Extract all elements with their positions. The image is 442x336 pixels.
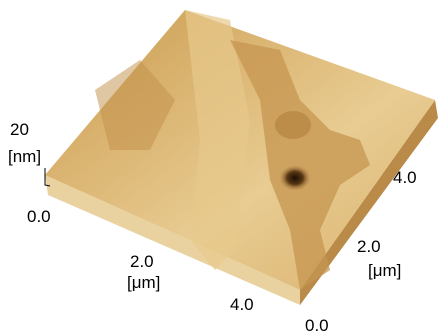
z-axis-unit: [nm] [8, 147, 41, 166]
x-tick-label: 0.0 [27, 207, 51, 226]
x-tick-label: 2.0 [130, 252, 154, 271]
y-tick-label: 0.0 [305, 316, 329, 335]
pit-deep [279, 165, 311, 191]
y-tick-label: 4.0 [393, 168, 417, 187]
y-tick-label: 2.0 [357, 237, 381, 256]
afm-image: 20 [nm] 0.0 2.0 [μm] 4.0 0.0 2.0 [μm] 4.… [0, 0, 442, 336]
x-axis-unit: [μm] [127, 273, 160, 292]
pit-shallow [275, 111, 311, 139]
y-axis-unit: [μm] [368, 261, 401, 280]
z-tick-label: 20 [10, 120, 29, 139]
x-tick-label: 4.0 [230, 295, 254, 314]
